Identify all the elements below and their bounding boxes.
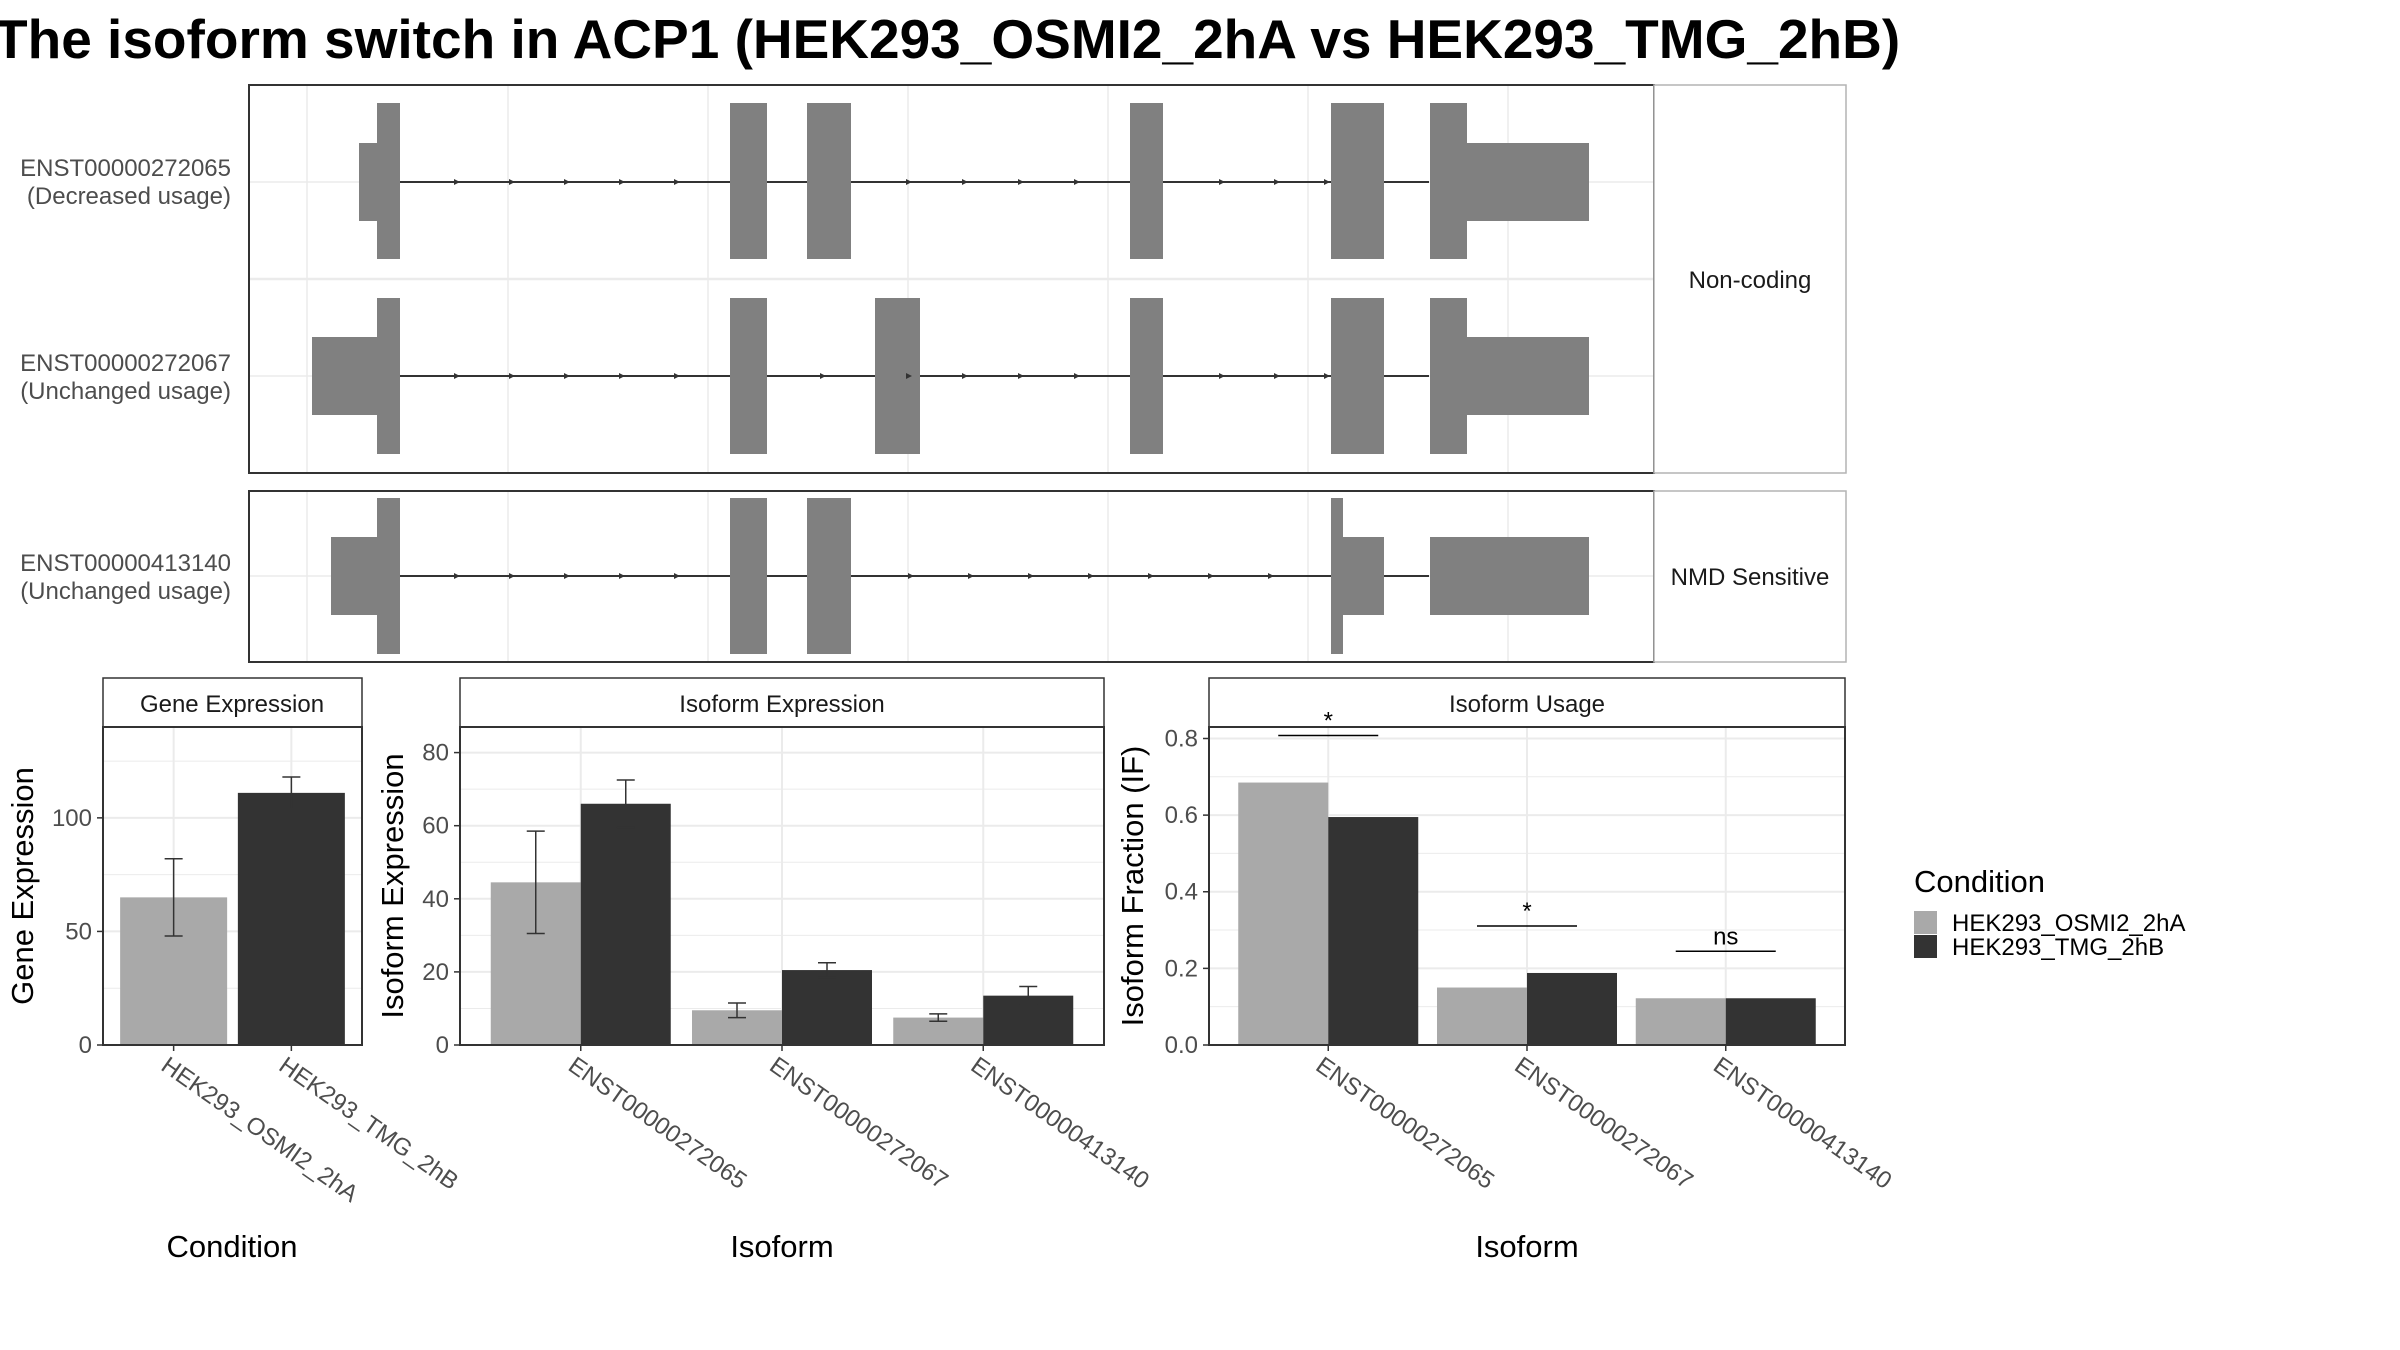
legend-label: HEK293_OSMI2_2hA bbox=[1952, 910, 2185, 937]
legend-title: Condition bbox=[1914, 864, 2045, 899]
x-tick-label: ENST00000272065 bbox=[1311, 1052, 1499, 1195]
y-tick-label: 0.2 bbox=[1165, 955, 1198, 982]
legend: Condition HEK293_OSMI2_2hA HEK293_TMG_2h… bbox=[1914, 864, 2185, 961]
isoform-expression-plot: Isoform Expression 0 20 40 60 80 ENST00000272… bbox=[375, 677, 1154, 1264]
bar bbox=[1725, 998, 1816, 1045]
x-tick-label: ENST00000272067 bbox=[1510, 1052, 1698, 1195]
strip-label-noncoding: Non-coding bbox=[1689, 267, 1812, 294]
isoform-usage-label: (Unchanged usage) bbox=[20, 578, 231, 605]
x-axis-title: Condition bbox=[167, 1229, 298, 1264]
y-tick-label: 100 bbox=[52, 805, 92, 832]
y-axis-title: Gene Expression bbox=[5, 767, 40, 1005]
x-tick-label: HEK293_OSMI2_2hA bbox=[156, 1052, 363, 1208]
strip-isoform-usage bbox=[1208, 677, 1846, 728]
bar bbox=[782, 970, 872, 1045]
y-tick-label: 0 bbox=[79, 1032, 92, 1059]
isoform-usage-plot: Isoform Usage 0.0 0.2 0.4 0.6 0.8 ENST0000027… bbox=[1115, 677, 1897, 1264]
strip-noncoding bbox=[1653, 84, 1847, 474]
bar bbox=[1238, 782, 1329, 1045]
isoform-usage-panel: 0.0 0.2 0.4 0.6 0.8 ENST00000272065 ENST000002… bbox=[1165, 708, 1897, 1195]
strip-isoform-expression bbox=[459, 677, 1105, 728]
strip-label: Gene Expression bbox=[140, 691, 324, 718]
bar bbox=[1328, 817, 1419, 1045]
y-axis-title: Isoform Fraction (IF) bbox=[1115, 746, 1150, 1027]
isoform-label: ENST00000413140 bbox=[20, 550, 231, 577]
transcript-ENST00000272065 bbox=[359, 103, 1589, 259]
strip-label: Isoform Expression bbox=[679, 691, 884, 718]
bar bbox=[1635, 998, 1726, 1045]
y-tick-label: 0 bbox=[436, 1032, 449, 1059]
transcript-ENST00000272067 bbox=[312, 298, 1589, 454]
legend-key-cond1 bbox=[1914, 911, 1937, 934]
significance-label: ns bbox=[1713, 923, 1738, 950]
significance-label: * bbox=[1324, 708, 1333, 735]
strip-nmd bbox=[1653, 490, 1847, 663]
y-tick-label: 0.4 bbox=[1165, 879, 1198, 906]
y-tick-label: 0.6 bbox=[1165, 802, 1198, 829]
legend-key-cond2 bbox=[1914, 935, 1937, 958]
x-axis-title: Isoform bbox=[1475, 1229, 1578, 1264]
isoform-label: ENST00000272067 bbox=[20, 350, 231, 377]
strip-label-nmd: NMD Sensitive bbox=[1671, 564, 1830, 591]
bar bbox=[237, 792, 345, 1045]
y-tick-label: 0.8 bbox=[1165, 725, 1198, 752]
y-tick-label: 80 bbox=[422, 740, 449, 767]
figure-title: The isoform switch in ACP1 (HEK293_OSMI2… bbox=[0, 8, 1900, 70]
x-tick-label: ENST00000272065 bbox=[563, 1052, 751, 1195]
isoform-label: ENST00000272065 bbox=[20, 155, 231, 182]
x-axis-title: Isoform bbox=[730, 1229, 833, 1264]
isoform-usage-label: (Unchanged usage) bbox=[20, 378, 231, 405]
y-tick-label: 0.0 bbox=[1165, 1032, 1198, 1059]
transcript-ENST00000413140 bbox=[331, 498, 1589, 654]
x-tick-label: ENST00000413140 bbox=[1708, 1052, 1896, 1195]
bar bbox=[580, 803, 671, 1045]
x-tick-label: ENST00000413140 bbox=[966, 1052, 1154, 1195]
bar bbox=[893, 1017, 984, 1045]
bar bbox=[1437, 987, 1527, 1045]
strip-label: Isoform Usage bbox=[1449, 691, 1605, 718]
isoform-expression-panel: 0 20 40 60 80 ENST00000272065 ENST00000272067 E… bbox=[422, 727, 1154, 1195]
y-tick-label: 60 bbox=[422, 813, 449, 840]
legend-label: HEK293_TMG_2hB bbox=[1952, 934, 2164, 961]
y-tick-label: 50 bbox=[65, 918, 92, 945]
y-axis-title: Isoform Expression bbox=[375, 753, 410, 1018]
isoform-usage-label: (Decreased usage) bbox=[27, 183, 231, 210]
significance-label: * bbox=[1522, 898, 1531, 925]
y-tick-label: 20 bbox=[422, 959, 449, 986]
y-tick-label: 40 bbox=[422, 886, 449, 913]
transcript-structure-plot: Non-coding bbox=[20, 84, 1847, 663]
x-tick-label: ENST00000272067 bbox=[765, 1052, 953, 1195]
bar bbox=[1527, 972, 1617, 1045]
